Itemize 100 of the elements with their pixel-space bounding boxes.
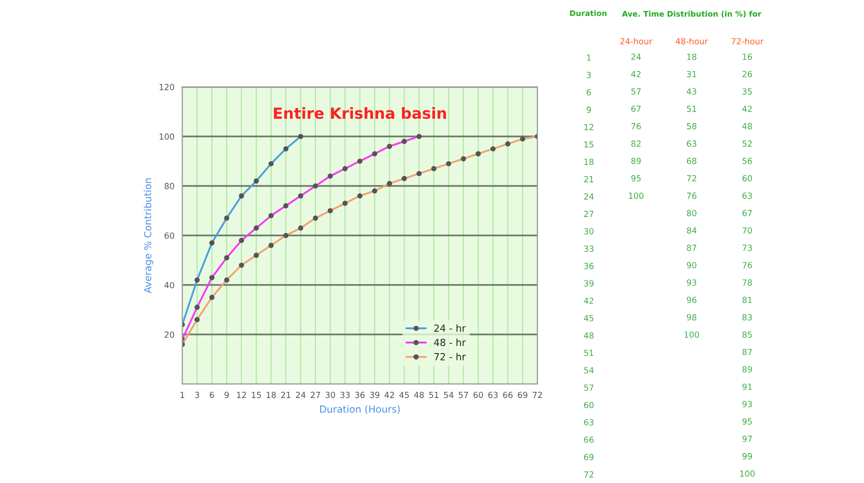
x-tick-label: 48-hour	[676, 38, 708, 44]
x-tick-label: 57	[458, 392, 468, 398]
x-tick-label: 42	[384, 392, 394, 398]
x-tick-label: 72	[532, 392, 542, 398]
data-label: 96	[686, 296, 696, 304]
text: Entire Krishna basin	[274, 107, 446, 119]
data-label: 85	[742, 331, 752, 338]
data-label: 83	[742, 314, 752, 320]
y-tick-label: 1	[587, 54, 591, 61]
x-tick-label: 54	[444, 392, 454, 398]
data-label: 78	[742, 279, 752, 286]
data-label: 73	[742, 244, 752, 251]
data-label: 100	[740, 470, 755, 477]
x-tick-label: 27	[310, 392, 320, 398]
y-tick-label: 40	[164, 282, 174, 288]
x-tick-label: 12	[237, 392, 246, 398]
data-label: 81	[742, 296, 752, 304]
x-tick-label: 24-hour	[620, 38, 652, 44]
y-tick-label: 15	[584, 141, 594, 148]
data-label: 87	[742, 348, 752, 356]
y-tick-label: 60	[164, 232, 174, 239]
data-label: 90	[686, 262, 696, 268]
x-tick-label: 51	[429, 392, 438, 398]
data-label: 98	[686, 314, 696, 320]
y-tick-label: 27	[584, 210, 594, 217]
data-label: 99	[742, 453, 752, 460]
legend-label: 72 - hr	[434, 352, 466, 360]
data-label: 63	[742, 192, 752, 199]
y-tick-label: 20	[164, 331, 174, 338]
x-axis-title: Duration (Hours)	[320, 405, 400, 414]
y-tick-label: 24	[584, 193, 594, 200]
y-axis-title: Average % Contribution	[144, 178, 154, 294]
x-tick-label: 60	[474, 392, 483, 398]
data-label: 58	[686, 123, 696, 130]
data-label: 89	[742, 366, 752, 373]
data-label: 91	[742, 384, 752, 390]
y-tick-label: 9	[586, 106, 591, 113]
x-tick-label: 24	[296, 392, 306, 398]
x-tick-label: 69	[518, 392, 528, 398]
y-tick-label: 12	[584, 124, 594, 130]
x-tick-label: 18	[266, 392, 276, 398]
data-label: 80	[686, 210, 696, 216]
data-label: 42	[631, 70, 641, 78]
x-tick-label: 39	[370, 392, 380, 398]
data-label: 51	[686, 106, 696, 112]
y-tick-label: 100	[160, 133, 174, 140]
data-label: 16	[742, 54, 752, 60]
y-tick-label: 51	[584, 350, 594, 356]
x-tick-label: 6	[210, 392, 214, 398]
y-tick-label: 3	[586, 72, 591, 78]
data-label: 76	[631, 123, 641, 130]
data-label: 72	[687, 175, 696, 182]
x-tick-label: 1	[180, 392, 184, 398]
data-label: 84	[686, 227, 696, 234]
data-label: 35	[742, 88, 752, 95]
x-tick-label: 9	[224, 392, 229, 398]
data-label: 97	[742, 436, 752, 442]
data-label: 60	[742, 175, 752, 182]
x-tick-label: 30	[326, 392, 336, 398]
x-tick-label: 3	[195, 392, 200, 398]
y-tick-label: 18	[584, 158, 594, 165]
data-label: 100	[684, 331, 700, 338]
data-label: 24	[631, 54, 641, 60]
y-tick-label: 54	[584, 367, 594, 374]
x-tick-label: 21	[281, 392, 290, 398]
data-label: 95	[631, 175, 641, 182]
data-label: 48	[742, 123, 752, 130]
data-label: 100	[629, 192, 644, 199]
data-label: 42	[742, 106, 752, 112]
data-label: 68	[686, 158, 696, 164]
x-tick-label: 66	[503, 392, 513, 398]
data-label: 87	[686, 244, 696, 251]
data-label: 93	[686, 279, 696, 286]
x-tick-label: 63	[488, 392, 498, 398]
y-tick-label: 33	[584, 246, 594, 252]
data-label: 76	[742, 262, 752, 268]
y-tick-label: 6	[586, 89, 591, 96]
x-tick-label: 48	[414, 392, 424, 398]
y-tick-label: 63	[584, 419, 594, 426]
y-tick-label: 21	[584, 176, 594, 182]
data-label: 89	[631, 158, 641, 164]
x-tick-label: 36	[355, 392, 365, 398]
y-tick-label: 36	[584, 262, 594, 270]
data-label: 63	[686, 140, 696, 147]
data-label: 70	[742, 227, 752, 234]
x-tick-label: 72-hour	[732, 38, 764, 44]
data-label: 52	[742, 140, 752, 147]
y-tick-label: 42	[584, 298, 594, 304]
y-tick-label: 80	[164, 182, 174, 190]
legend-label: 24 - hr	[434, 324, 466, 332]
data-label: 82	[631, 140, 641, 147]
data-label: 18	[687, 54, 696, 60]
data-label: 67	[742, 210, 752, 216]
y-tick-label: 66	[584, 436, 594, 443]
data-label: 43	[686, 88, 696, 95]
y-tick-label: 39	[584, 280, 594, 287]
data-label: 26	[742, 70, 752, 78]
y-tick-label: 45	[584, 315, 594, 322]
x-tick-label: 15	[252, 392, 261, 398]
data-label: 76	[687, 192, 696, 199]
